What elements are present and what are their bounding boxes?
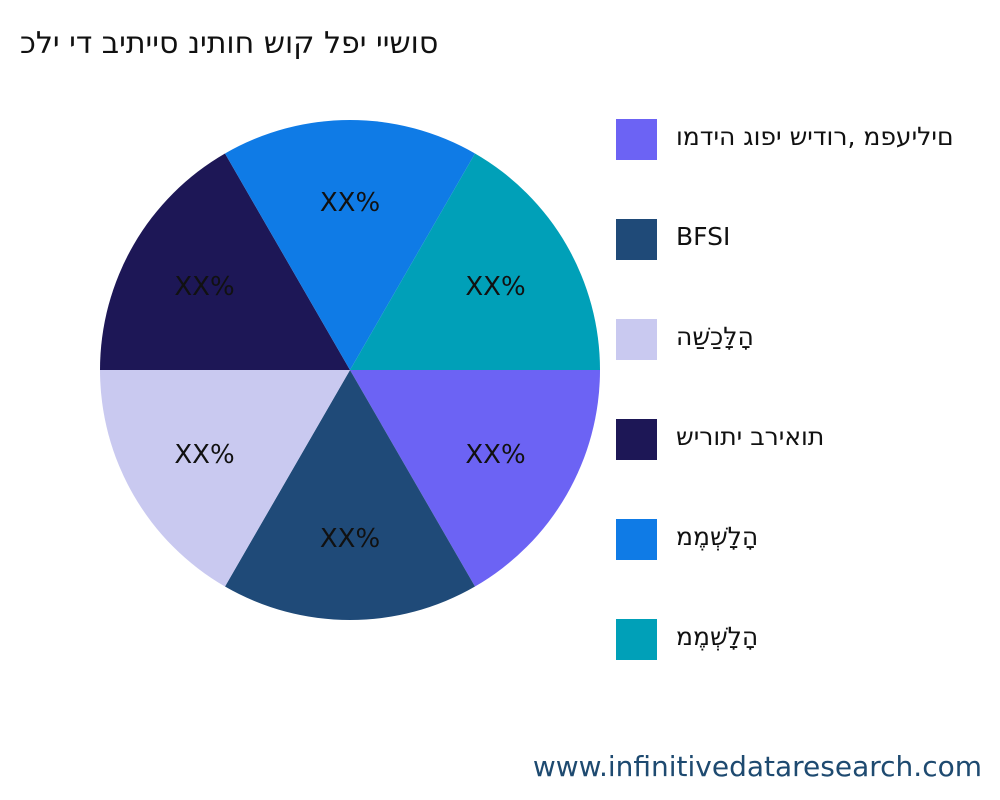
pie-slice-2 <box>225 370 475 620</box>
legend-label: םיליעפמ ,רודיש יפוג הידמו <box>676 122 954 151</box>
legend-swatch <box>616 619 657 660</box>
legend-item: תואירב יתוריש <box>616 419 996 461</box>
legend-item: BFSI <box>616 219 996 261</box>
pie-slice-5 <box>225 119 475 370</box>
slice-label-5: XX% <box>320 188 380 218</box>
legend-swatch <box>616 219 657 260</box>
legend-swatch <box>616 519 657 560</box>
legend-label: הָלָּכַשַׁה <box>676 322 754 351</box>
legend-label: הָלָשְׁמֶמ <box>676 622 759 651</box>
legend-swatch <box>616 419 657 460</box>
source-url: www.infinitivedataresearch.com <box>532 750 982 783</box>
legend-item: הָלָּכַשַׁה <box>616 319 996 361</box>
slice-label-6: XX% <box>465 272 525 302</box>
legend-label: תואירב יתוריש <box>676 422 825 451</box>
legend-item: הָלָשְׁמֶמ <box>616 519 996 561</box>
chart-title: סושיי יפל קוש חותינ סייתיב די ילכ <box>20 26 439 61</box>
legend-item: םיליעפמ ,רודיש יפוג הידמו <box>616 119 996 161</box>
legend-swatch <box>616 119 657 160</box>
slice-label-2: XX% <box>320 524 380 554</box>
slice-label-1: XX% <box>465 440 525 470</box>
pie-slice-6 <box>350 153 600 370</box>
slice-label-4: XX% <box>174 272 234 302</box>
legend-swatch <box>616 319 657 360</box>
pie-slice-3 <box>100 370 350 587</box>
pie-slice-4 <box>100 153 350 370</box>
pie-slice-1 <box>350 370 600 587</box>
legend-item: הָלָשְׁמֶמ <box>616 619 996 661</box>
legend-label: BFSI <box>676 222 731 251</box>
legend-label: הָלָשְׁמֶמ <box>676 522 759 551</box>
slice-label-3: XX% <box>174 440 234 470</box>
